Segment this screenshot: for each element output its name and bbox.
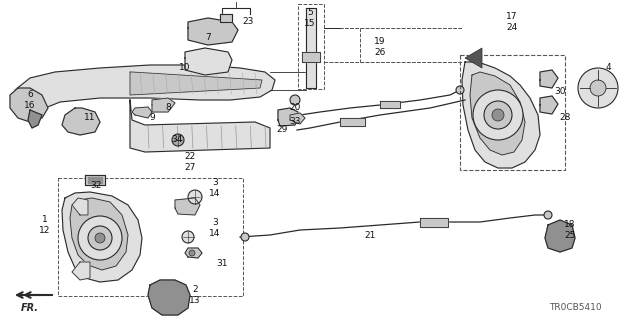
Text: 28: 28	[559, 114, 571, 123]
Polygon shape	[306, 8, 316, 88]
Text: 18
25: 18 25	[564, 220, 576, 240]
Polygon shape	[62, 192, 142, 282]
Polygon shape	[420, 218, 448, 227]
Polygon shape	[278, 108, 298, 126]
Circle shape	[544, 211, 552, 219]
Circle shape	[473, 90, 523, 140]
Polygon shape	[220, 14, 232, 22]
Text: 32: 32	[90, 180, 102, 189]
Text: 10: 10	[179, 63, 191, 73]
Polygon shape	[132, 107, 152, 118]
Text: 19
26: 19 26	[374, 37, 386, 57]
Text: 1
12: 1 12	[39, 215, 51, 235]
Circle shape	[484, 101, 512, 129]
Polygon shape	[540, 96, 558, 114]
Circle shape	[88, 226, 112, 250]
Text: 3
14: 3 14	[209, 178, 221, 198]
Polygon shape	[28, 110, 42, 128]
Text: 22
27: 22 27	[184, 152, 196, 172]
Circle shape	[241, 233, 249, 241]
Text: 23: 23	[243, 18, 253, 27]
Polygon shape	[70, 198, 128, 270]
Polygon shape	[62, 108, 100, 135]
Circle shape	[78, 216, 122, 260]
Polygon shape	[10, 88, 48, 122]
Circle shape	[492, 109, 504, 121]
Text: 9: 9	[149, 114, 155, 123]
Polygon shape	[302, 52, 320, 62]
Polygon shape	[188, 18, 238, 45]
Text: 33: 33	[289, 117, 301, 126]
Text: 3
14: 3 14	[209, 218, 221, 238]
Text: 2
13: 2 13	[189, 285, 201, 305]
Circle shape	[172, 134, 184, 146]
Polygon shape	[175, 198, 200, 215]
Text: TR0CB5410: TR0CB5410	[548, 303, 602, 313]
Text: FR.: FR.	[21, 303, 39, 313]
Polygon shape	[470, 72, 525, 155]
Polygon shape	[380, 101, 400, 108]
Polygon shape	[12, 65, 275, 118]
Circle shape	[590, 80, 606, 96]
Circle shape	[95, 233, 105, 243]
Text: 31: 31	[216, 259, 228, 268]
Text: 4: 4	[605, 63, 611, 73]
Polygon shape	[462, 62, 540, 168]
Circle shape	[290, 95, 300, 105]
Polygon shape	[130, 100, 270, 152]
Text: 8: 8	[165, 103, 171, 113]
Circle shape	[578, 68, 618, 108]
Circle shape	[189, 250, 195, 256]
Circle shape	[182, 231, 194, 243]
Text: 20: 20	[289, 102, 301, 111]
Text: 6
16: 6 16	[24, 90, 36, 110]
Text: 11: 11	[84, 114, 96, 123]
Circle shape	[188, 190, 202, 204]
Polygon shape	[85, 175, 105, 185]
Text: 34: 34	[172, 135, 182, 145]
Text: 17
24: 17 24	[506, 12, 518, 32]
Text: TR0CB5410: TR0CB5410	[38, 304, 46, 305]
Text: 7: 7	[205, 34, 211, 43]
Polygon shape	[130, 72, 262, 95]
Polygon shape	[540, 70, 558, 88]
Text: 30: 30	[554, 87, 566, 97]
Text: 5
15: 5 15	[304, 8, 316, 28]
Text: 29: 29	[276, 125, 288, 134]
Text: 21: 21	[364, 230, 376, 239]
Polygon shape	[290, 113, 305, 124]
Polygon shape	[465, 48, 482, 68]
Polygon shape	[72, 198, 88, 215]
Polygon shape	[545, 220, 575, 252]
Polygon shape	[185, 48, 232, 75]
Polygon shape	[340, 118, 365, 126]
Polygon shape	[88, 177, 102, 183]
Circle shape	[456, 86, 464, 94]
Polygon shape	[185, 248, 202, 258]
Polygon shape	[72, 262, 90, 280]
Polygon shape	[148, 280, 190, 315]
Polygon shape	[152, 98, 175, 112]
